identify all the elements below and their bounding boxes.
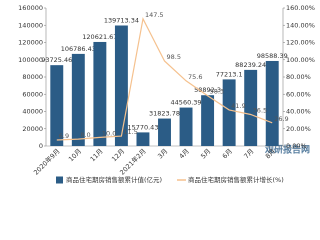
bar <box>222 79 236 146</box>
legend-label: 商品住宅期房销售额累计增长(%) <box>188 175 284 184</box>
chart: 观研报告网 0 20000 40000 60000 80000 100000 120000 1… <box>18 4 315 184</box>
bar <box>50 65 64 146</box>
bar <box>136 132 150 146</box>
y-tick-label: 80000 <box>22 73 43 81</box>
line-value-label: 41.9 <box>231 102 245 110</box>
legend-swatch <box>56 176 63 184</box>
bar-value-label: 15770.43 <box>127 123 158 131</box>
watermark: 观研报告网 <box>265 144 310 156</box>
bar-value-label: 93725.46 <box>41 56 72 64</box>
line-value-label: 11.5 <box>123 128 137 136</box>
bar-value-label: 58892.3 <box>194 86 221 94</box>
line-value-label: 98.5 <box>167 53 181 61</box>
bar-value-label: 98588.39 <box>257 52 288 60</box>
bar-value-label: 88239.24 <box>235 61 266 69</box>
bar-value-label: 139713.34 <box>104 16 139 24</box>
bar-value-label: 120621.67 <box>82 33 117 41</box>
bar-value-label: 44560.39 <box>171 99 202 107</box>
y2-tick-label: 40.00% <box>286 108 311 116</box>
bar-value-label: 77213.1 <box>216 70 243 78</box>
line-value-label: 75.6 <box>188 73 202 81</box>
y-tick-label: 140000 <box>18 21 43 29</box>
bar-value-label: 31823.78 <box>149 110 180 118</box>
line-value-label: 10.0 <box>102 129 116 137</box>
line-value-label: 147.5 <box>145 11 164 19</box>
line-value-label: 36.5 <box>253 107 267 115</box>
y2-tick-label: 60.00% <box>286 90 311 98</box>
y-tick-label: 20000 <box>22 125 43 133</box>
y2-tick-label: 100.00% <box>286 56 315 64</box>
bar <box>158 118 171 146</box>
line-value-label: 58.3 <box>210 88 224 96</box>
y2-tick-label: 120.00% <box>286 39 315 47</box>
line-value-label: 26.9 <box>274 115 288 123</box>
y2-tick-label: 140.00% <box>286 21 315 29</box>
bar <box>179 107 193 146</box>
line-value-label: 8.0 <box>80 131 90 139</box>
y-tick-label: 100000 <box>18 56 43 64</box>
line <box>56 16 273 141</box>
bar-value-label: 106786.43 <box>61 45 96 53</box>
y-tick-label: 160000 <box>18 4 43 12</box>
legend-label: 商品住宅期房销售额累计值(亿元) <box>66 175 162 184</box>
y-tick-label: 60000 <box>22 90 43 98</box>
line-value-label: 6.9 <box>59 132 69 140</box>
y-tick-label: 120000 <box>18 39 43 47</box>
y-tick-label: 40000 <box>22 108 43 116</box>
y2-tick-label: 160.00% <box>286 4 315 12</box>
bar <box>244 69 258 146</box>
y-tick-label: 0 <box>39 142 43 150</box>
bar <box>93 41 107 147</box>
bar <box>71 53 85 146</box>
y2-tick-label: 20.00% <box>286 125 311 133</box>
bar <box>201 95 215 146</box>
y2-tick-label: 80.00% <box>286 73 311 81</box>
y2-tick-label: 0.00% <box>286 142 307 150</box>
bar <box>265 60 279 146</box>
